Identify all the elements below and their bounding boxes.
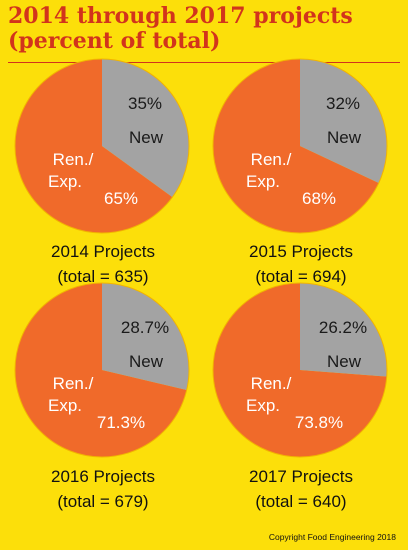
new-label: New <box>327 128 362 147</box>
ren-exp-label: Exp. <box>246 396 280 415</box>
pie-slice-new <box>102 283 189 391</box>
chart-total: (total = 635) <box>57 267 149 286</box>
title-line-2: (percent of total) <box>8 28 221 54</box>
chart-total: (total = 640) <box>255 492 347 511</box>
ren-exp-value-label: 73.8% <box>295 413 343 432</box>
new-label: New <box>129 128 164 147</box>
chart-title: 2015 Projects <box>249 242 353 261</box>
copyright-text: Copyright Food Engineering 2018 <box>268 532 396 542</box>
new-value-label: 28.7% <box>121 318 169 337</box>
ren-exp-label: Exp. <box>48 396 82 415</box>
ren-exp-label: Ren./ <box>251 150 292 169</box>
ren-exp-value-label: 71.3% <box>97 413 145 432</box>
title-divider <box>8 62 400 63</box>
caption-2017: 2017 Projects (total = 640) <box>206 464 396 514</box>
ren-exp-label: Ren./ <box>53 150 94 169</box>
ren-exp-value-label: 68% <box>302 189 336 208</box>
pie-outline <box>14 58 190 234</box>
pie-slice-ren-exp <box>14 283 187 458</box>
pie-outline <box>212 282 388 458</box>
ren-exp-label: Ren./ <box>251 374 292 393</box>
new-value-label: 32% <box>326 94 360 113</box>
chart-total: (total = 694) <box>255 267 347 286</box>
pie-slice-ren-exp <box>212 59 379 234</box>
pie-outline <box>14 282 190 458</box>
caption-2014: 2014 Projects (total = 635) <box>8 239 198 289</box>
pie-slice-new <box>300 283 387 377</box>
chart-title: 2017 Projects <box>249 467 353 486</box>
ren-exp-label: Exp. <box>246 172 280 191</box>
pie-slice-new <box>102 59 189 198</box>
caption-2016: 2016 Projects (total = 679) <box>8 464 198 514</box>
pie-outline <box>212 58 388 234</box>
chart-total: (total = 679) <box>57 492 149 511</box>
new-value-label: 35% <box>128 94 162 113</box>
new-value-label: 26.2% <box>319 318 367 337</box>
ren-exp-label: Exp. <box>48 172 82 191</box>
pie-slice-ren-exp <box>14 58 173 234</box>
new-label: New <box>129 352 164 371</box>
new-label: New <box>327 352 362 371</box>
title-line-1: 2014 through 2017 projects <box>8 3 353 29</box>
pie-slice-new <box>300 59 387 184</box>
ren-exp-label: Ren./ <box>53 374 94 393</box>
caption-2015: 2015 Projects (total = 694) <box>206 239 396 289</box>
ren-exp-value-label: 65% <box>104 189 138 208</box>
page-title: 2014 through 2017 projects (percent of t… <box>8 4 398 54</box>
chart-title: 2016 Projects <box>51 467 155 486</box>
chart-title: 2014 Projects <box>51 242 155 261</box>
pie-slice-ren-exp <box>212 283 387 458</box>
